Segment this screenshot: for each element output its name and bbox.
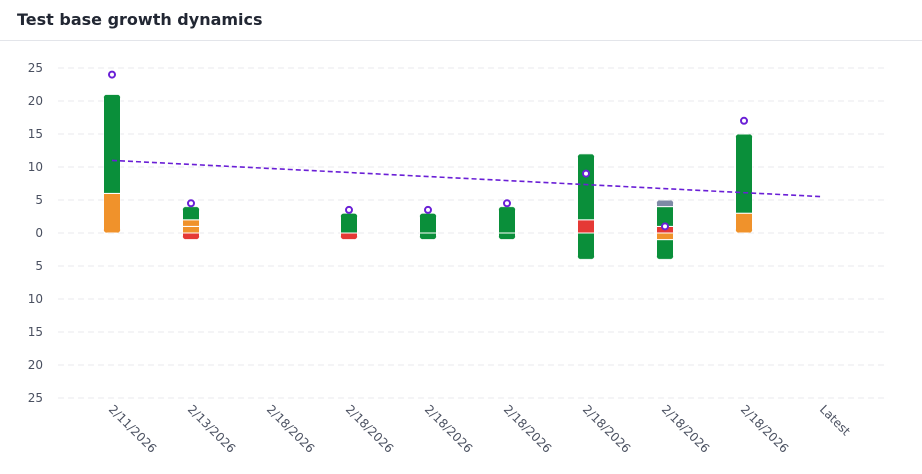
bar-stack xyxy=(498,206,516,240)
x-tick-label: 2/18/2026 xyxy=(343,402,396,455)
y-tick-label: 15 xyxy=(28,127,43,141)
total-marker xyxy=(345,205,353,214)
x-tick-label: 2/18/2026 xyxy=(422,402,475,455)
y-tick-label: 25 xyxy=(28,391,43,405)
total-marker xyxy=(740,116,748,125)
panel-title: Test base growth dynamics xyxy=(17,10,263,29)
x-tick-label: 2/18/2026 xyxy=(264,402,317,455)
bar-segment-failed xyxy=(340,232,358,240)
bar-segment-passed xyxy=(656,239,674,260)
x-tick-label: 2/18/2026 xyxy=(738,402,791,455)
bar-stack xyxy=(577,153,595,260)
bar-segment-failed xyxy=(577,219,595,234)
bar-stack xyxy=(340,213,358,240)
y-tick-label: 0 xyxy=(35,226,43,240)
bar-segment-broken xyxy=(182,219,200,227)
bar-segment-passed xyxy=(419,232,437,240)
y-tick-label: 20 xyxy=(28,94,43,108)
bar-stack xyxy=(419,213,437,240)
bar-segment-passed xyxy=(577,153,595,221)
bar-segment-failed xyxy=(182,232,200,240)
bar-stack xyxy=(735,134,753,233)
bar-segment-broken xyxy=(735,212,753,233)
bar-segment-skipped xyxy=(656,200,674,208)
x-tick-label: 2/18/2026 xyxy=(580,402,633,455)
bar-segment-passed xyxy=(735,134,753,214)
bar-stack xyxy=(182,206,200,240)
bar-segment-broken xyxy=(103,192,121,234)
y-tick-label: 20 xyxy=(28,358,43,372)
y-tick-label: 25 xyxy=(28,61,43,75)
total-marker xyxy=(108,70,116,79)
bar-segment-passed xyxy=(182,206,200,221)
bar-segment-passed xyxy=(340,213,358,234)
total-marker xyxy=(424,205,432,214)
bar-segment-broken xyxy=(656,232,674,241)
y-tick-label: 15 xyxy=(28,325,43,339)
x-tick-label: Latest xyxy=(817,402,853,438)
bar-segment-passed xyxy=(577,232,595,260)
trend-line xyxy=(111,159,824,198)
total-marker xyxy=(187,199,195,208)
total-marker xyxy=(582,169,590,178)
x-tick-label: 2/18/2026 xyxy=(659,402,712,455)
y-tick-label: 5 xyxy=(35,259,43,273)
bar-segment-passed xyxy=(498,206,516,234)
panel-header: Test base growth dynamics xyxy=(0,0,922,41)
bar-segment-broken xyxy=(182,225,200,234)
bar-segment-passed xyxy=(498,232,516,240)
y-tick-label: 5 xyxy=(35,193,43,207)
y-tick-label: 10 xyxy=(28,292,43,306)
total-marker xyxy=(503,199,511,208)
x-tick-label: 2/18/2026 xyxy=(501,402,554,455)
total-marker xyxy=(661,222,669,231)
bar-segment-passed xyxy=(103,94,121,194)
bar-segment-passed xyxy=(419,213,437,234)
bar-stack xyxy=(656,200,674,260)
y-tick-label: 10 xyxy=(28,160,43,174)
x-tick-label: 2/11/2026 xyxy=(106,402,159,455)
bar-stack xyxy=(103,94,121,234)
x-tick-label: 2/13/2026 xyxy=(185,402,238,455)
